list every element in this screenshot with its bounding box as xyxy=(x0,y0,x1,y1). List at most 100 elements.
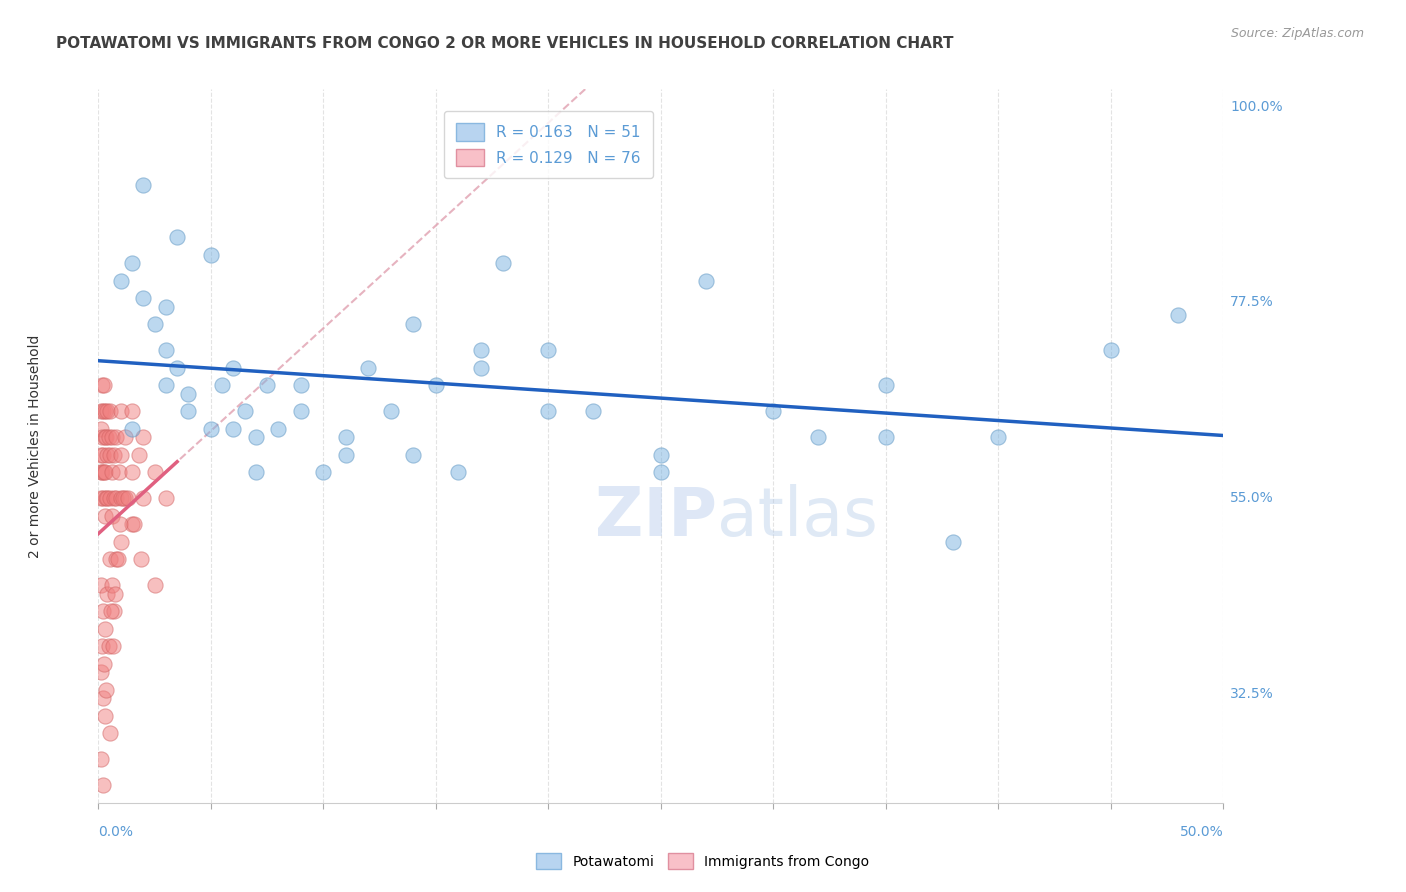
Point xyxy=(96,448,118,462)
Point xyxy=(101,465,124,479)
Point xyxy=(98,552,121,566)
Point xyxy=(90,404,112,418)
Legend: Potawatomi, Immigrants from Congo: Potawatomi, Immigrants from Congo xyxy=(530,847,876,876)
Point xyxy=(470,343,492,358)
Point xyxy=(94,404,117,418)
Point xyxy=(90,578,112,592)
Point xyxy=(97,430,120,444)
Point xyxy=(107,552,129,566)
Point xyxy=(537,404,560,418)
Point xyxy=(312,465,335,479)
Point xyxy=(132,178,155,192)
Point xyxy=(103,448,125,462)
Point xyxy=(807,430,830,444)
Point xyxy=(94,708,117,723)
Point xyxy=(90,465,112,479)
Point xyxy=(110,491,132,506)
Point xyxy=(245,430,267,444)
Point xyxy=(166,230,188,244)
Point xyxy=(114,491,136,506)
Point xyxy=(91,404,114,418)
Point xyxy=(1099,343,1122,358)
Point xyxy=(470,360,492,375)
Point xyxy=(200,421,222,435)
Point xyxy=(650,465,672,479)
Point xyxy=(1167,309,1189,323)
Point xyxy=(200,247,222,261)
Point xyxy=(90,639,112,653)
Text: atlas: atlas xyxy=(717,484,877,550)
Point xyxy=(105,552,128,566)
Point xyxy=(987,430,1010,444)
Point xyxy=(90,752,112,766)
Point xyxy=(93,465,115,479)
Point xyxy=(211,378,233,392)
Point xyxy=(447,465,470,479)
Point xyxy=(121,404,143,418)
Point xyxy=(96,404,118,418)
Point xyxy=(129,552,152,566)
Point xyxy=(94,430,117,444)
Point xyxy=(101,508,124,523)
Text: 55.0%: 55.0% xyxy=(1230,491,1274,505)
Point xyxy=(256,378,278,392)
Point xyxy=(91,691,114,706)
Point xyxy=(132,430,155,444)
Point xyxy=(121,465,143,479)
Point xyxy=(121,256,143,270)
Point xyxy=(108,517,131,532)
Point xyxy=(267,421,290,435)
Point xyxy=(90,421,112,435)
Text: 2 or more Vehicles in Household: 2 or more Vehicles in Household xyxy=(28,334,42,558)
Point xyxy=(93,657,115,671)
Point xyxy=(96,682,118,697)
Text: POTAWATOMI VS IMMIGRANTS FROM CONGO 2 OR MORE VEHICLES IN HOUSEHOLD CORRELATION : POTAWATOMI VS IMMIGRANTS FROM CONGO 2 OR… xyxy=(56,36,953,51)
Point xyxy=(402,448,425,462)
Point xyxy=(110,448,132,462)
Point xyxy=(100,604,122,618)
Point xyxy=(492,256,515,270)
Point xyxy=(875,378,897,392)
Point xyxy=(380,404,402,418)
Point xyxy=(143,578,166,592)
Point xyxy=(695,274,717,288)
Point xyxy=(91,604,114,618)
Point xyxy=(103,604,125,618)
Point xyxy=(402,317,425,331)
Point xyxy=(155,378,177,392)
Point xyxy=(357,360,380,375)
Point xyxy=(582,404,605,418)
Text: 0.0%: 0.0% xyxy=(98,825,134,839)
Point xyxy=(90,448,112,462)
Point xyxy=(222,360,245,375)
Text: Source: ZipAtlas.com: Source: ZipAtlas.com xyxy=(1230,27,1364,40)
Text: 32.5%: 32.5% xyxy=(1230,687,1274,701)
Point xyxy=(166,360,188,375)
Text: 50.0%: 50.0% xyxy=(1180,825,1223,839)
Point xyxy=(245,465,267,479)
Point xyxy=(128,448,150,462)
Point xyxy=(101,639,124,653)
Point xyxy=(155,343,177,358)
Point xyxy=(121,421,143,435)
Point xyxy=(98,448,121,462)
Point xyxy=(425,378,447,392)
Point xyxy=(98,404,121,418)
Point xyxy=(94,465,117,479)
Point xyxy=(105,491,128,506)
Point xyxy=(98,491,121,506)
Point xyxy=(101,430,124,444)
Point xyxy=(114,430,136,444)
Point xyxy=(132,491,155,506)
Point xyxy=(177,404,200,418)
Point xyxy=(93,378,115,392)
Point xyxy=(90,665,112,680)
Point xyxy=(90,491,112,506)
Point xyxy=(105,430,128,444)
Point xyxy=(290,378,312,392)
Point xyxy=(96,491,118,506)
Point xyxy=(98,726,121,740)
Point xyxy=(222,421,245,435)
Point xyxy=(90,378,112,392)
Point xyxy=(91,778,114,792)
